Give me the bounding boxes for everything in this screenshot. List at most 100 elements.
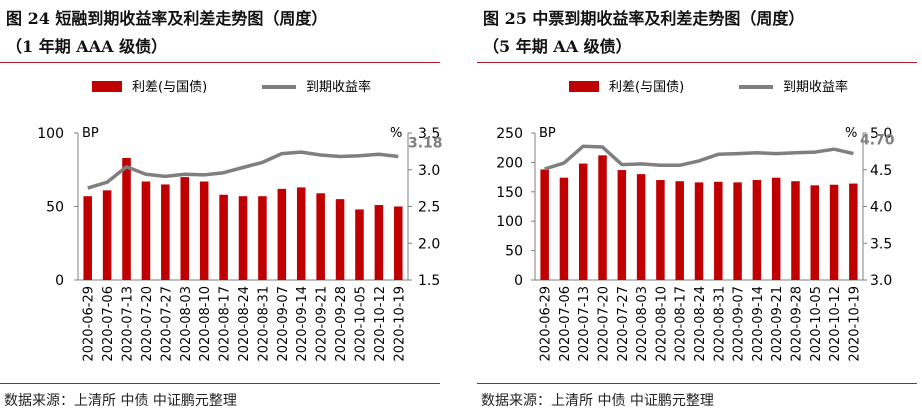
right-tick-label: 4.5 — [870, 163, 892, 179]
x-tick-label: 2020-09-21 — [770, 286, 785, 362]
top-rule — [0, 62, 440, 63]
right-unit-label: % — [845, 126, 857, 141]
bar — [83, 196, 92, 280]
x-tick-label: 2020-08-03 — [179, 286, 194, 362]
x-tick-label: 2020-07-27 — [159, 286, 174, 362]
bar — [598, 155, 607, 280]
end-value-label: 4.70 — [860, 133, 895, 149]
left-unit-label: BP — [539, 126, 556, 141]
bar — [122, 157, 131, 280]
x-tick-label: 2020-10-12 — [373, 286, 388, 362]
figure-title: 图 24 短融到期收益率及利差走势图（周度） — [6, 9, 328, 28]
bar — [102, 190, 112, 280]
x-tick-label: 2020-09-14 — [751, 286, 766, 362]
bar — [180, 177, 190, 280]
right-tick-label: 3.5 — [418, 126, 440, 142]
x-tick-label: 2020-09-21 — [315, 286, 330, 362]
x-tick-label: 2020-07-06 — [558, 286, 573, 362]
right-tick-label: 3.0 — [418, 163, 440, 179]
x-tick-label: 2020-07-13 — [121, 286, 136, 362]
bar — [199, 181, 209, 280]
x-tick-label: 2020-10-05 — [809, 286, 824, 362]
chart-panel-left: 图 24 短融到期收益率及利差走势图（周度） （1 年期 AAA 级债） 利差(… — [0, 0, 445, 420]
yield-line — [87, 150, 399, 190]
x-tick-label: 2020-08-24 — [237, 286, 252, 362]
bottom-rule — [0, 383, 440, 384]
x-tick-label: 2020-10-05 — [353, 286, 368, 362]
right-tick-label: 2.0 — [418, 236, 440, 252]
x-tick-label: 2020-10-12 — [828, 286, 843, 362]
bar — [636, 174, 646, 280]
x-tick-label: 2020-08-24 — [693, 286, 708, 362]
left-tick-label: 150 — [496, 185, 523, 201]
legend-bar-swatch — [92, 81, 122, 92]
top-rule — [477, 62, 917, 63]
left-tick-label: 250 — [496, 126, 523, 142]
x-tick-label: 2020-07-13 — [577, 286, 592, 362]
legend-label: 利差(与国债) — [132, 80, 207, 95]
legend-label: 到期收益率 — [306, 79, 371, 95]
x-tick-label: 2020-07-20 — [140, 286, 155, 362]
right-tick-label: 3.0 — [870, 273, 892, 289]
data-source-note: 数据来源：上清所 中债 中证鹏元整理 — [4, 393, 237, 409]
bar — [714, 181, 723, 280]
right-tick-label: 2.5 — [418, 200, 440, 216]
left-tick-label: 50 — [505, 244, 523, 260]
left-tick-label: 100 — [37, 126, 64, 142]
bar — [540, 169, 549, 280]
yield-line — [544, 144, 854, 171]
figure-subtitle: （1 年期 AAA 级债） — [6, 37, 168, 56]
left-tick-label: 0 — [55, 273, 64, 289]
bar — [316, 193, 325, 280]
x-tick-label: 2020-08-31 — [712, 286, 727, 362]
x-tick-label: 2020-08-10 — [654, 286, 669, 362]
x-tick-label: 2020-10-19 — [392, 286, 407, 362]
figure-subtitle: （5 年期 AA 级债） — [483, 37, 632, 56]
x-tick-label: 2020-10-19 — [847, 286, 862, 362]
bar — [559, 177, 569, 280]
x-tick-label: 2020-06-29 — [82, 286, 97, 362]
left-tick-label: 50 — [46, 200, 64, 216]
bar — [394, 206, 403, 280]
bar — [656, 180, 665, 280]
bar — [771, 177, 781, 280]
right-tick-label: 1.5 — [418, 273, 440, 289]
bar — [355, 209, 364, 280]
figure-title: 图 25 中票到期收益率及利差走势图（周度） — [483, 9, 805, 28]
data-source-note: 数据来源：上清所 中债 中证鹏元整理 — [481, 393, 714, 409]
bar — [791, 181, 800, 280]
legend-label: 到期收益率 — [783, 79, 848, 95]
right-unit-label: % — [390, 126, 402, 141]
bar — [578, 163, 588, 280]
bar — [675, 181, 684, 280]
combo-chart: 利差(与国债) 到期收益率 0 50 100 150 200 250 3.0 3.5 4.0 4.5 5… — [496, 79, 895, 362]
x-tick-label: 2020-09-28 — [789, 286, 804, 362]
bottom-rule — [477, 383, 917, 384]
x-tick-label: 2020-08-10 — [198, 286, 213, 362]
bar — [694, 182, 704, 280]
x-tick-label: 2020-09-07 — [732, 286, 747, 362]
legend-label: 利差(与国债) — [609, 80, 684, 95]
x-tick-label: 2020-07-27 — [616, 286, 631, 362]
x-tick-label: 2020-09-07 — [276, 286, 291, 362]
bar — [141, 181, 151, 280]
legend-bar-swatch — [569, 81, 599, 92]
left-tick-label: 0 — [514, 273, 523, 289]
right-tick-label: 3.5 — [870, 236, 892, 252]
bar — [335, 199, 345, 280]
x-tick-label: 2020-08-17 — [674, 286, 689, 362]
bar — [374, 205, 384, 280]
bar — [277, 188, 287, 280]
x-tick-label: 2020-08-31 — [256, 286, 271, 362]
x-tick-label: 2020-08-03 — [635, 286, 650, 362]
bar — [829, 184, 839, 280]
bar — [733, 182, 742, 280]
x-tick-label: 2020-08-17 — [218, 286, 233, 362]
bar — [238, 196, 248, 280]
chart-panel-right: 图 25 中票到期收益率及利差走势图（周度） （5 年期 AA 级债） 利差(与… — [477, 0, 922, 420]
combo-chart: 利差(与国债) 到期收益率 0 50 100 1.5 2.0 2.5 3.0 3.5 BP % 3.18… — [37, 79, 442, 362]
bar — [752, 180, 762, 280]
x-tick-label: 2020-09-14 — [295, 286, 310, 362]
bar — [849, 183, 858, 280]
left-tick-label: 200 — [496, 155, 523, 171]
